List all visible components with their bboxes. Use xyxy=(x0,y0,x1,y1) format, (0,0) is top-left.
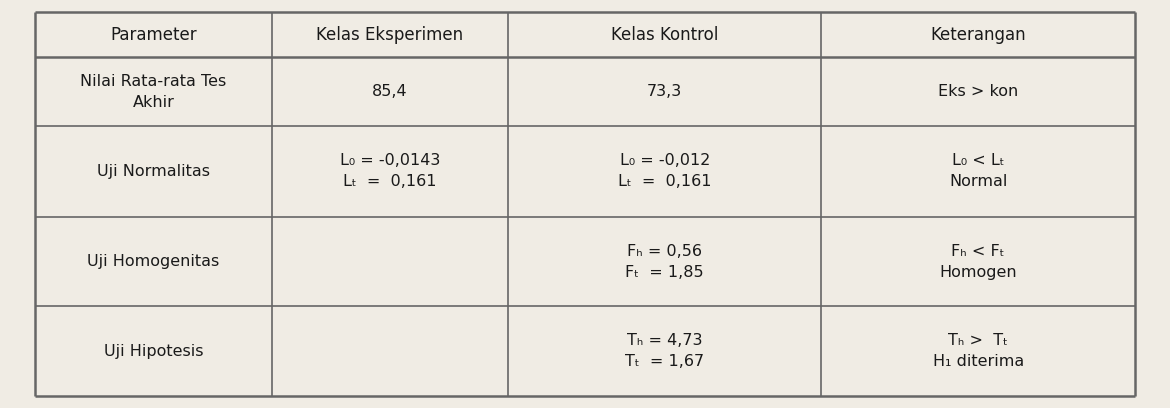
Text: Parameter: Parameter xyxy=(110,26,197,44)
Text: Nilai Rata-rata Tes
Akhir: Nilai Rata-rata Tes Akhir xyxy=(81,73,227,110)
Text: 85,4: 85,4 xyxy=(372,84,407,99)
Text: Fₕ = 0,56
Fₜ  = 1,85: Fₕ = 0,56 Fₜ = 1,85 xyxy=(626,244,704,280)
Text: Uji Normalitas: Uji Normalitas xyxy=(97,164,209,179)
Text: Keterangan: Keterangan xyxy=(930,26,1026,44)
Text: L₀ = -0,0143
Lₜ  =  0,161: L₀ = -0,0143 Lₜ = 0,161 xyxy=(339,153,440,189)
Text: L₀ < Lₜ
Normal: L₀ < Lₜ Normal xyxy=(949,153,1007,189)
Text: Kelas Kontrol: Kelas Kontrol xyxy=(611,26,718,44)
Text: 73,3: 73,3 xyxy=(647,84,682,99)
Text: L₀ = -0,012
Lₜ  =  0,161: L₀ = -0,012 Lₜ = 0,161 xyxy=(618,153,711,189)
Text: Uji Homogenitas: Uji Homogenitas xyxy=(88,254,220,269)
Text: Tₕ >  Tₜ
H₁ diterima: Tₕ > Tₜ H₁ diterima xyxy=(932,333,1024,369)
Text: Fₕ < Fₜ
Homogen: Fₕ < Fₜ Homogen xyxy=(940,244,1017,280)
Text: Eks > kon: Eks > kon xyxy=(938,84,1018,99)
Text: Uji Hipotesis: Uji Hipotesis xyxy=(104,344,204,359)
Text: Kelas Eksperimen: Kelas Eksperimen xyxy=(316,26,463,44)
Text: Tₕ = 4,73
Tₜ  = 1,67: Tₕ = 4,73 Tₜ = 1,67 xyxy=(625,333,704,369)
